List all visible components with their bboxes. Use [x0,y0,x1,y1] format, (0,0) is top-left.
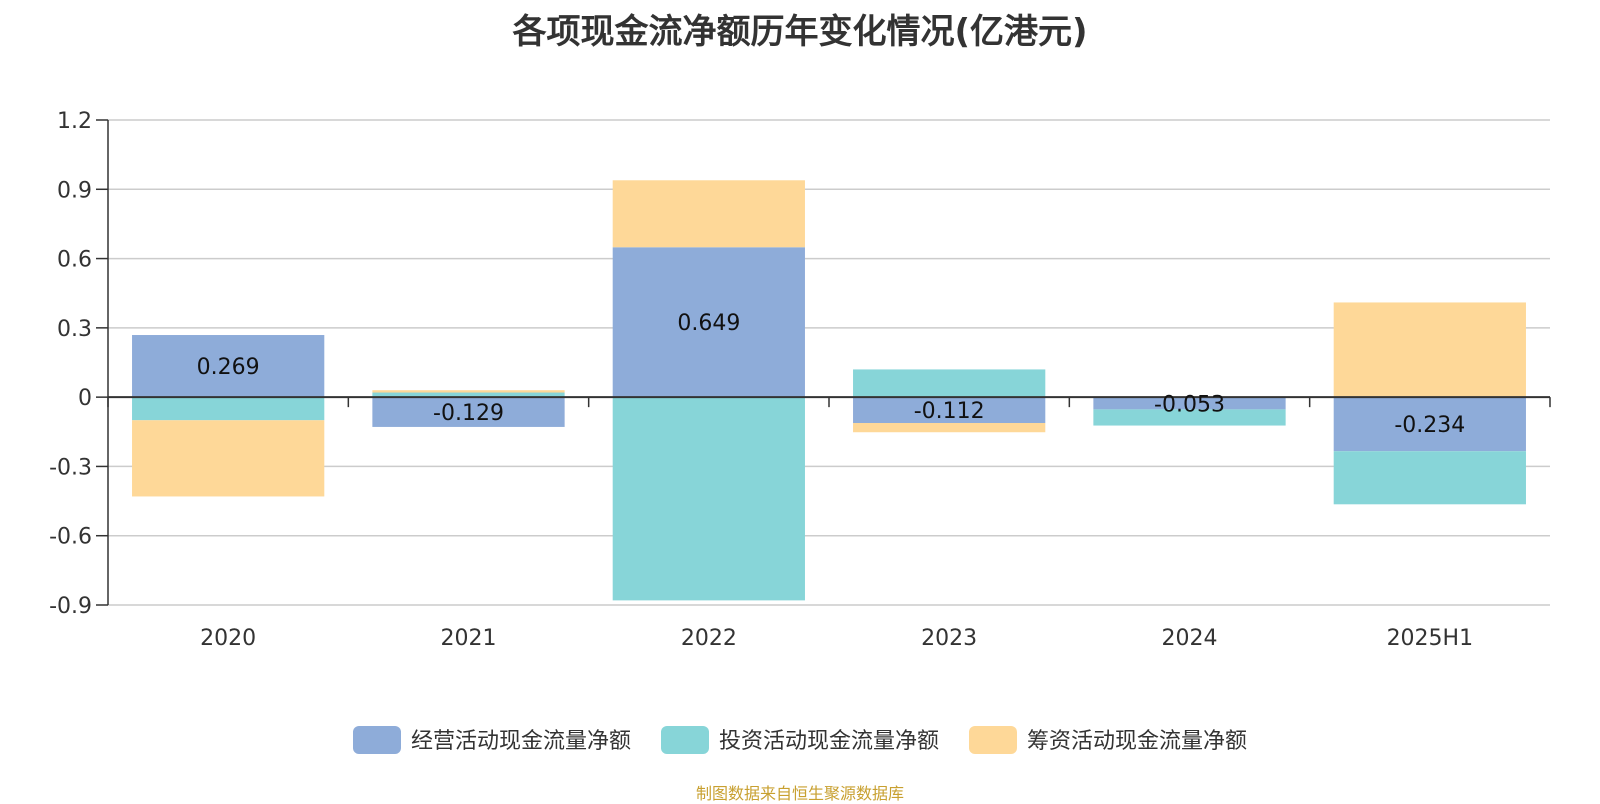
y-tick-label: -0.9 [49,594,92,619]
bar-2024-series-1[interactable] [1093,409,1286,426]
bar-2022-series-1[interactable] [612,397,805,601]
y-tick-label: 1.2 [57,109,92,134]
x-tick-label: 2024 [1162,626,1218,651]
y-tick-label: -0.3 [49,455,92,480]
axes: 1.2 0.9 0.6 0.3 0 -0.3 -0.6 -0.9 2020 2021 2022 202… [49,109,1551,651]
legend[interactable]: 经营活动现金流量净额 投资活动现金流量净额 筹资活动现金流量净额 [353,726,1247,754]
data-label: -0.112 [914,399,985,424]
chart-title: 各项现金流净额历年变化情况(亿港元) [512,12,1088,52]
bar-2023-series-1[interactable] [853,369,1046,398]
bar-2025H1-series-2[interactable] [1333,302,1526,398]
bar-2025H1-series-0[interactable] [1333,397,1526,452]
data-label: -0.129 [433,401,504,426]
y-tick-label: 0.9 [57,178,92,203]
x-tick-label: 2025H1 [1387,626,1474,651]
legend-swatch[interactable] [661,726,709,754]
bar-2021-series-0[interactable] [372,397,565,427]
bar-2024-series-0[interactable] [1093,397,1286,410]
data-label: 0.649 [677,311,740,336]
x-tick-label: 2023 [921,626,977,651]
bar-2023-series-2[interactable] [853,423,1046,433]
bar-2022-series-2[interactable] [612,180,805,248]
data-label: 0.269 [197,355,260,380]
x-tick-label: 2021 [441,626,497,651]
data-label: -0.053 [1154,392,1225,417]
bar-2025H1-series-1[interactable] [1333,451,1526,505]
y-tick-label: -0.6 [49,525,92,550]
bar-2020-series-2[interactable] [132,420,325,497]
bar-2022-series-0[interactable] [612,247,805,398]
bar-2020-series-0[interactable] [132,335,325,398]
legend-label[interactable]: 经营活动现金流量净额 [411,729,631,754]
bar-2020-series-1[interactable] [132,397,325,421]
source-note: 制图数据来自恒生聚源数据库 [695,784,904,803]
grid-lines [108,119,1550,606]
data-labels: 0.269 -0.129 0.649 -0.112 -0.053 -0.234 [197,311,1466,438]
bar-2021-series-2[interactable] [372,390,565,393]
legend-label[interactable]: 投资活动现金流量净额 [719,729,939,754]
bar-2021-series-1[interactable] [372,392,565,398]
bar-group [132,180,1526,601]
y-tick-label: 0.6 [57,248,92,273]
x-tick-label: 2022 [681,626,737,651]
legend-swatch[interactable] [353,726,401,754]
bar-2023-series-0[interactable] [853,397,1046,424]
y-tick-label: 0.3 [57,317,92,342]
legend-swatch[interactable] [969,726,1017,754]
legend-label[interactable]: 筹资活动现金流量净额 [1027,729,1247,754]
y-tick-label: 0 [78,386,92,411]
x-tick-label: 2020 [200,626,256,651]
data-label: -0.234 [1394,413,1465,438]
